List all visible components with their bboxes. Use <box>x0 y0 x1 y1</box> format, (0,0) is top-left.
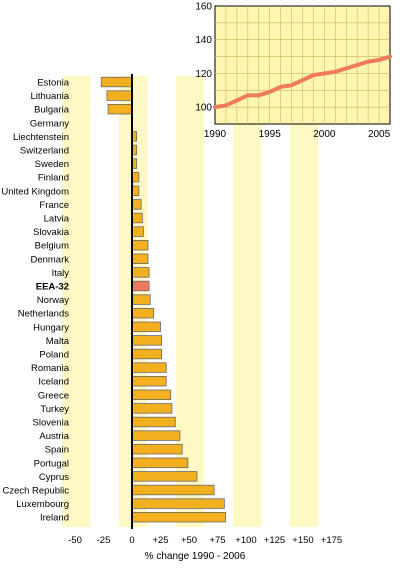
category-label: Belgium <box>35 241 69 252</box>
category-label: Italy <box>52 268 70 279</box>
inset-y-tick-labels: 100 120 140 160 <box>195 2 212 114</box>
category-label: Turkey <box>40 404 69 415</box>
category-label: Romania <box>31 363 70 374</box>
bar <box>131 171 140 183</box>
band <box>62 76 91 527</box>
x-tick-label: +175 <box>321 535 342 546</box>
category-label: France <box>39 200 69 211</box>
category-label: Slovakia <box>33 227 70 238</box>
category-labels: Estonia Lithuania Bulgaria Germany Liechtens… <box>1 78 69 524</box>
inset-y-tick-label: 140 <box>195 35 212 46</box>
category-label: Liechtenstein <box>13 132 69 143</box>
bar <box>131 307 155 319</box>
category-label: Norway <box>37 295 69 306</box>
category-label: Poland <box>39 350 69 361</box>
x-tick-label: +75 <box>209 535 225 546</box>
bar <box>131 253 149 265</box>
bar <box>131 362 167 373</box>
x-tick-label: +25 <box>152 535 168 546</box>
bar <box>131 321 161 333</box>
inset-x-tick-label: 1990 <box>204 129 227 140</box>
x-tick-label: -25 <box>97 535 111 546</box>
category-label: Ireland <box>40 513 69 524</box>
bar <box>131 484 215 496</box>
bar <box>131 375 167 387</box>
bar <box>131 267 150 278</box>
bar <box>131 430 181 441</box>
category-label: Bulgaria <box>34 105 70 116</box>
category-label: Spain <box>45 445 69 456</box>
bar <box>131 335 163 346</box>
bar <box>131 443 183 455</box>
inset-x-tick-label: 2000 <box>313 129 336 140</box>
band <box>290 76 319 527</box>
inset-x-tick-label: 2005 <box>368 129 391 140</box>
bar <box>131 416 176 428</box>
bar <box>131 389 172 401</box>
inset-y-tick-label: 160 <box>195 2 212 13</box>
category-label: Lithuania <box>30 91 69 102</box>
band <box>233 76 262 527</box>
bar <box>131 280 150 292</box>
bar <box>131 512 226 523</box>
category-label: Latvia <box>44 214 70 225</box>
category-label: Estonia <box>37 78 69 89</box>
bar <box>107 104 133 115</box>
inset-gridlines <box>215 6 390 124</box>
x-tick-label: +150 <box>292 535 313 546</box>
inset-series-line <box>213 54 392 110</box>
bar <box>131 239 149 251</box>
bar <box>131 199 142 210</box>
x-axis-label: % change 1990 - 2006 <box>145 551 246 562</box>
bar <box>131 471 198 482</box>
inset-y-tick-label: 100 <box>195 103 212 114</box>
bar <box>131 212 143 224</box>
x-tick-labels: -50 -25 0 +25 +50 +75 +100 +125 +150 +175 <box>68 535 342 546</box>
x-tick-label: 0 <box>129 535 134 546</box>
category-label: Finland <box>38 173 69 184</box>
category-label: Germany <box>30 118 69 129</box>
category-label: EEA-32 <box>36 282 69 293</box>
category-label: Denmark <box>30 254 69 265</box>
category-label: United Kingdom <box>1 186 69 197</box>
category-label: Iceland <box>38 377 69 388</box>
category-label: Luxembourg <box>16 499 69 510</box>
background-bands <box>62 76 319 527</box>
x-tick-label: +125 <box>264 535 285 546</box>
bar <box>131 294 151 305</box>
x-tick-label: +50 <box>181 535 197 546</box>
bar <box>106 90 133 101</box>
inset-y-tick-label: 120 <box>195 69 212 80</box>
category-label: Czech Republic <box>2 486 69 497</box>
category-label: Austria <box>39 431 69 442</box>
inset-line-chart: 100 120 140 160 1990 1995 2000 2005 <box>195 2 392 140</box>
bar <box>131 185 140 197</box>
bar <box>131 457 189 469</box>
category-label: Portugal <box>34 458 69 469</box>
bar <box>131 403 173 414</box>
x-tick-label: +100 <box>235 535 256 546</box>
x-tick-label: -50 <box>68 535 82 546</box>
category-label: Greece <box>38 390 69 401</box>
bar <box>100 76 133 88</box>
category-label: Sweden <box>35 159 69 170</box>
category-label: Switzerland <box>20 146 69 157</box>
bar <box>131 498 225 509</box>
bar <box>131 226 144 237</box>
inset-x-tick-label: 1995 <box>259 129 282 140</box>
inset-x-tick-labels: 1990 1995 2000 2005 <box>204 129 391 140</box>
category-label: Slovenia <box>33 418 70 429</box>
category-label: Cyprus <box>39 472 69 483</box>
bar <box>131 348 163 360</box>
category-label: Malta <box>46 336 70 347</box>
category-label: Netherlands <box>18 309 69 320</box>
category-label: Hungary <box>33 322 69 333</box>
